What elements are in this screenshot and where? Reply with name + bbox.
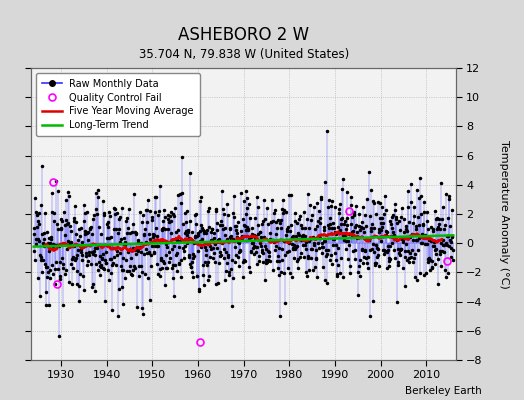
Text: Berkeley Earth: Berkeley Earth: [406, 386, 482, 396]
Legend: Raw Monthly Data, Quality Control Fail, Five Year Moving Average, Long-Term Tren: Raw Monthly Data, Quality Control Fail, …: [36, 73, 200, 136]
Text: 35.704 N, 79.838 W (United States): 35.704 N, 79.838 W (United States): [138, 48, 349, 61]
Y-axis label: Temperature Anomaly (°C): Temperature Anomaly (°C): [499, 140, 509, 288]
Title: ASHEBORO 2 W: ASHEBORO 2 W: [178, 26, 309, 44]
